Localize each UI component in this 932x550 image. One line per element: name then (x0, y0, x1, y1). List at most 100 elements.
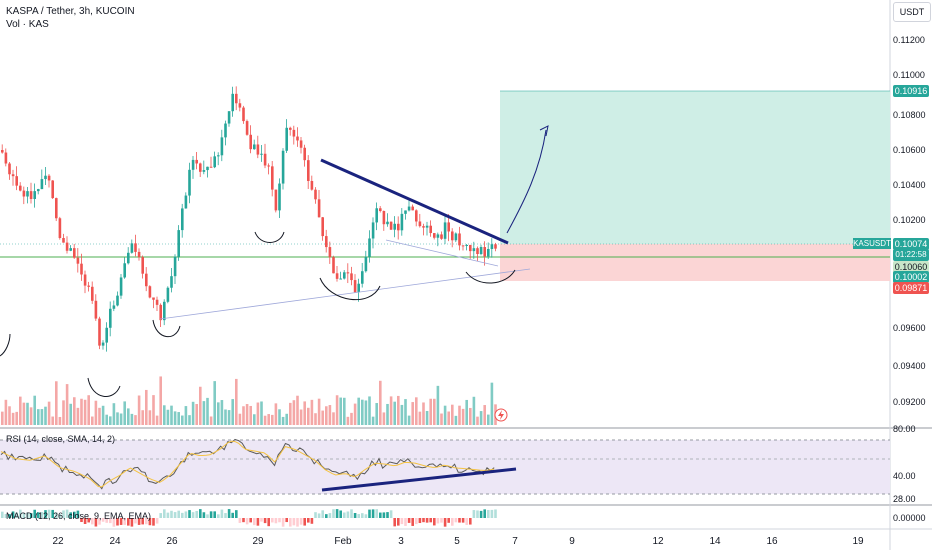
symbol-tag: KASUSDT (853, 238, 891, 249)
macd-bar (278, 518, 281, 523)
candle (155, 299, 159, 305)
rsi-ma-line (0, 440, 495, 488)
time-label: 24 (109, 536, 121, 547)
candle (166, 287, 170, 302)
candle (314, 189, 317, 200)
ascending-support-line[interactable] (159, 268, 531, 320)
volume-bar (487, 414, 490, 425)
macd-bar (80, 518, 83, 523)
arc-annotation[interactable] (152, 319, 181, 337)
candle (285, 127, 288, 151)
candle (375, 208, 378, 223)
rsi-divergence-line[interactable] (321, 467, 517, 492)
descending-trendline[interactable] (320, 158, 509, 245)
candle (163, 301, 166, 321)
macd-bar (94, 518, 98, 527)
volume-bar (163, 405, 166, 425)
candle (436, 234, 440, 238)
candle (159, 304, 162, 321)
macd-bar (184, 511, 188, 518)
arrow-head-icon (539, 125, 549, 137)
macd-bar (321, 510, 324, 518)
macd-bar (220, 509, 224, 518)
candle (382, 210, 386, 225)
candle (328, 247, 332, 258)
candle (296, 136, 299, 141)
candle (238, 103, 242, 108)
macd-bar (415, 518, 418, 525)
arc-annotation[interactable] (0, 333, 11, 357)
volume-bar (238, 413, 242, 425)
stop-zone[interactable] (500, 244, 890, 281)
macd-bar (332, 509, 335, 518)
macd-bar (199, 509, 202, 518)
candle (73, 248, 76, 258)
volume-bar (472, 396, 476, 425)
macd-bar (245, 518, 249, 525)
macd-bar (271, 518, 274, 523)
candle (227, 111, 231, 124)
volume-bar (285, 413, 288, 425)
arc-annotation[interactable] (465, 269, 516, 284)
volume-bar (393, 401, 396, 425)
candle (83, 274, 87, 286)
volume-bar (155, 415, 159, 425)
macd-bar (134, 518, 137, 524)
macd-bar (317, 513, 321, 518)
volume-bar (314, 413, 317, 425)
candle (123, 263, 126, 278)
volume-bar (137, 395, 141, 425)
target-price-tag[interactable]: 0.10916 (893, 85, 929, 97)
volume-bar (105, 414, 108, 425)
last-price-tag[interactable]: 0.10074 (893, 238, 929, 250)
volume-bar (11, 412, 15, 425)
time-label: 19 (852, 536, 864, 547)
candle (476, 248, 479, 255)
projection-arrow[interactable] (506, 129, 547, 234)
volume-bar (335, 395, 339, 425)
candle (119, 277, 123, 296)
currency-button[interactable]: USDT (893, 2, 931, 22)
entry-price-tag[interactable]: 0.10060 (893, 261, 929, 273)
macd-bar (101, 518, 105, 522)
macd-bar (400, 518, 404, 525)
target-zone[interactable] (500, 91, 890, 244)
volume-bar (209, 416, 213, 425)
macd-bar (83, 518, 87, 524)
volume-bar (177, 412, 180, 425)
volume-bar (433, 398, 436, 425)
price-label: 0.10200 (893, 215, 926, 225)
candle (47, 175, 51, 181)
volume-bar (400, 404, 404, 425)
macd-bar (127, 518, 130, 526)
candle (253, 144, 256, 150)
arc-annotation[interactable] (87, 377, 121, 397)
volume-bar (281, 416, 285, 425)
candle (37, 189, 40, 192)
entry-low-tag[interactable]: 0.10002 (893, 271, 929, 283)
macd-bar (188, 510, 191, 518)
candle (335, 273, 339, 279)
candle (76, 257, 80, 264)
macd-bar (8, 514, 11, 518)
macd-bar (152, 518, 155, 526)
wedge-lower-line[interactable] (385, 239, 499, 267)
volume-bar (213, 381, 216, 425)
arc-annotation[interactable] (319, 277, 381, 301)
volume-bar (440, 413, 443, 425)
macd-bar (4, 513, 8, 518)
macd-bar (371, 509, 375, 518)
volume-bar (26, 402, 29, 425)
stop-price-tag[interactable]: 0.09871 (893, 282, 929, 294)
volume-bar (199, 386, 202, 425)
volume-bar (98, 407, 101, 425)
volume-bar (451, 404, 454, 425)
price-label: 0.09600 (893, 323, 926, 333)
macd-bar (242, 518, 245, 523)
macd-bar (476, 510, 479, 518)
volume-bar (382, 412, 386, 425)
macd-bar (393, 518, 396, 527)
macd-bar (296, 518, 299, 527)
arc-annotation[interactable] (254, 231, 285, 243)
